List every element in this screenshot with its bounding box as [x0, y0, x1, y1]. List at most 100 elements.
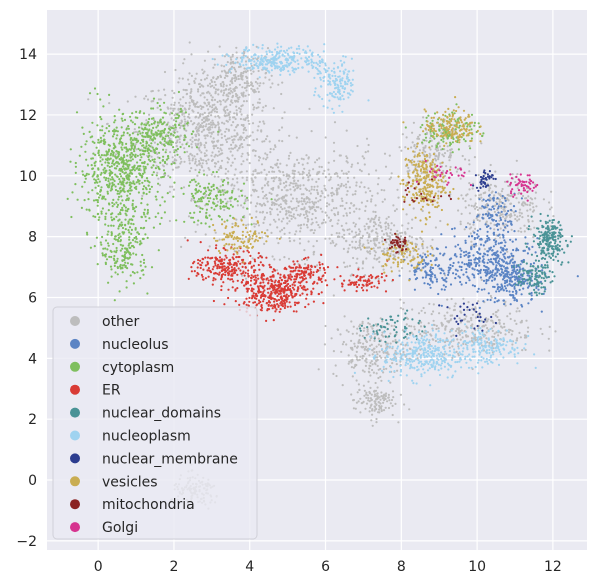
scatter-point — [355, 184, 358, 187]
scatter-point — [144, 265, 147, 268]
scatter-point — [85, 140, 88, 143]
scatter-point — [279, 178, 282, 181]
scatter-point — [408, 235, 411, 238]
scatter-point — [504, 269, 507, 273]
scatter-point — [285, 202, 288, 205]
scatter-point — [120, 156, 123, 159]
scatter-point — [346, 228, 349, 231]
scatter-point — [491, 335, 494, 338]
scatter-point — [264, 72, 267, 75]
scatter-point — [459, 177, 462, 180]
scatter-point — [246, 143, 249, 147]
scatter-point — [345, 172, 348, 175]
scatter-point — [374, 243, 377, 246]
scatter-point — [221, 143, 224, 146]
scatter-point — [451, 227, 454, 231]
scatter-point — [203, 59, 206, 62]
scatter-point — [236, 177, 239, 180]
scatter-point — [222, 193, 225, 196]
scatter-point — [325, 205, 328, 208]
scatter-point — [476, 208, 479, 212]
scatter-point — [277, 204, 281, 207]
scatter-point — [434, 159, 437, 162]
scatter-point — [223, 114, 226, 117]
scatter-point — [527, 214, 530, 217]
scatter-point — [467, 277, 470, 280]
scatter-point — [272, 176, 275, 179]
scatter-point — [527, 218, 530, 222]
scatter-point — [100, 186, 103, 189]
scatter-point — [280, 92, 283, 96]
scatter-point — [85, 208, 88, 211]
scatter-point — [435, 154, 438, 157]
scatter-point — [418, 133, 421, 137]
scatter-point — [441, 324, 444, 327]
scatter-point — [497, 334, 500, 337]
scatter-point — [373, 395, 376, 398]
scatter-point — [307, 172, 311, 175]
scatter-point — [329, 176, 332, 179]
scatter-point — [479, 238, 482, 241]
scatter-point — [492, 207, 496, 210]
scatter-point — [478, 207, 481, 210]
scatter-point — [230, 135, 233, 138]
scatter-point — [474, 207, 477, 210]
scatter-point — [365, 361, 368, 364]
scatter-point — [100, 210, 103, 213]
scatter-point — [345, 214, 349, 217]
scatter-point — [104, 178, 107, 182]
scatter-point — [361, 322, 364, 325]
scatter-point — [432, 323, 435, 326]
scatter-point — [340, 169, 343, 172]
scatter-point — [303, 249, 306, 252]
scatter-point — [133, 236, 136, 240]
scatter-point — [488, 187, 491, 190]
scatter-point — [360, 181, 363, 184]
scatter-point — [339, 154, 342, 157]
scatter-point — [527, 247, 531, 250]
scatter-point — [423, 331, 426, 334]
scatter-point — [197, 134, 201, 137]
scatter-point — [158, 104, 161, 107]
scatter-point — [194, 135, 198, 138]
scatter-point — [459, 255, 462, 259]
scatter-point — [196, 130, 199, 133]
scatter-point — [247, 223, 250, 226]
scatter-point — [486, 210, 489, 213]
scatter-point — [194, 115, 197, 118]
scatter-point — [254, 154, 257, 157]
scatter-point — [308, 169, 311, 172]
scatter-point — [185, 93, 188, 96]
scatter-point — [233, 173, 236, 176]
scatter-point — [469, 232, 472, 235]
scatter-point — [303, 206, 306, 209]
scatter-point — [201, 207, 204, 210]
scatter-point — [183, 147, 186, 150]
scatter-point — [96, 174, 99, 177]
scatter-point — [266, 229, 269, 232]
scatter-point — [211, 96, 214, 99]
scatter-point — [222, 91, 226, 95]
scatter-point — [350, 366, 353, 369]
scatter-point — [516, 307, 519, 310]
scatter-point — [220, 90, 223, 93]
scatter-point — [195, 164, 199, 167]
scatter-point — [176, 153, 179, 156]
scatter-point — [240, 77, 243, 80]
scatter-point — [239, 171, 242, 174]
scatter-point — [156, 101, 159, 105]
scatter-point — [141, 134, 144, 137]
scatter-point — [163, 101, 166, 104]
scatter-point — [535, 205, 538, 208]
scatter-point — [373, 393, 377, 396]
scatter-point — [374, 363, 377, 366]
scatter-point — [96, 92, 99, 96]
scatter-point — [178, 138, 181, 141]
scatter-point — [152, 107, 155, 110]
scatter-point — [450, 297, 453, 301]
scatter-point — [253, 89, 256, 93]
scatter-point — [314, 161, 317, 164]
scatter-point — [240, 163, 243, 166]
scatter-point — [282, 174, 285, 177]
scatter-point — [231, 91, 234, 94]
